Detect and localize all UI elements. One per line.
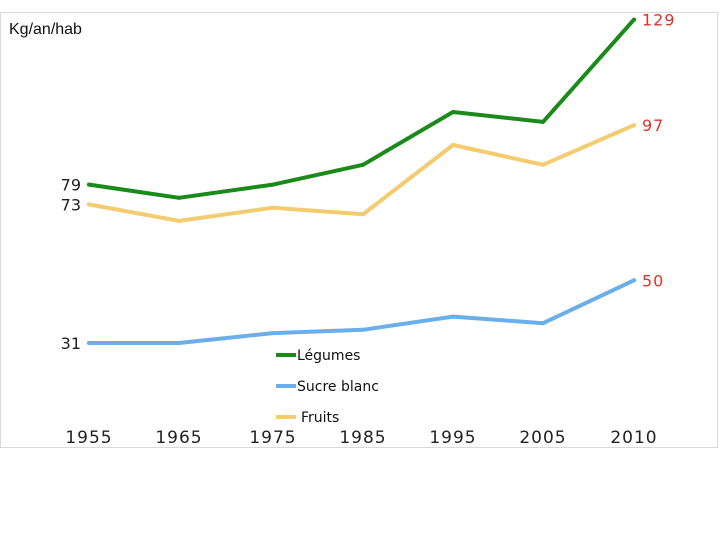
legend-label-sucre-blanc: Sucre blanc	[297, 379, 379, 395]
data-point-sucre-blanc	[271, 331, 275, 336]
data-point-sucre-blanc	[177, 341, 181, 345]
start-value-labels: 79 31 73	[61, 176, 81, 353]
y-axis-unit-label: Kg/an/hab	[9, 21, 82, 38]
end-value-label-legumes: 129	[642, 13, 676, 30]
data-point-legumes	[271, 182, 275, 187]
start-value-label-legumes: 79	[61, 176, 81, 195]
end-value-labels: 129 50 97	[642, 13, 676, 290]
legend-label-fruits: Fruits	[301, 410, 339, 426]
data-point-legumes	[451, 110, 455, 114]
x-axis-ticks: 1955 1965 1975 1985 1995 2005 2010	[65, 428, 657, 447]
series-lines	[87, 17, 636, 345]
x-tick-label: 1975	[249, 428, 296, 447]
data-point-legumes	[541, 119, 545, 124]
legend-label-legumes: Légumes	[297, 348, 360, 364]
series-line-fruits	[87, 123, 636, 223]
end-value-label-fruits: 97	[642, 116, 664, 135]
data-point-sucre-blanc	[87, 341, 91, 345]
legend: Légumes Sucre blanc Fruits	[276, 348, 379, 426]
data-point-fruits	[87, 202, 91, 207]
series-line-sucre-blanc	[87, 278, 636, 345]
data-point-fruits	[361, 212, 365, 217]
data-point-fruits	[541, 162, 545, 167]
chart-frame: Kg/an/hab 1955 1965 1975 1985 1995 2005 2010 7…	[0, 12, 718, 448]
start-value-label-fruits: 73	[61, 195, 81, 214]
x-tick-label: 2010	[610, 428, 657, 447]
x-tick-label: 2005	[519, 428, 566, 447]
data-point-fruits	[271, 205, 275, 210]
data-point-sucre-blanc	[632, 278, 636, 283]
line-chart: Kg/an/hab 1955 1965 1975 1985 1995 2005 2010 7…	[9, 13, 676, 447]
x-tick-label: 1965	[155, 428, 202, 447]
x-tick-label: 1985	[339, 428, 386, 447]
data-point-legumes	[361, 162, 365, 167]
series-line-legumes	[87, 17, 636, 200]
data-point-legumes	[632, 17, 636, 22]
data-point-legumes	[177, 195, 181, 200]
x-tick-label: 1955	[65, 428, 112, 447]
x-tick-label: 1995	[429, 428, 476, 447]
data-point-fruits	[177, 218, 181, 223]
start-value-label-sucre-blanc: 31	[61, 334, 81, 353]
data-point-sucre-blanc	[451, 314, 455, 319]
data-point-fruits	[632, 123, 636, 128]
end-value-label-sucre-blanc: 50	[642, 271, 664, 290]
data-point-fruits	[451, 143, 455, 147]
data-point-sucre-blanc	[541, 321, 545, 326]
data-point-legumes	[87, 182, 91, 187]
data-point-sucre-blanc	[361, 327, 365, 332]
